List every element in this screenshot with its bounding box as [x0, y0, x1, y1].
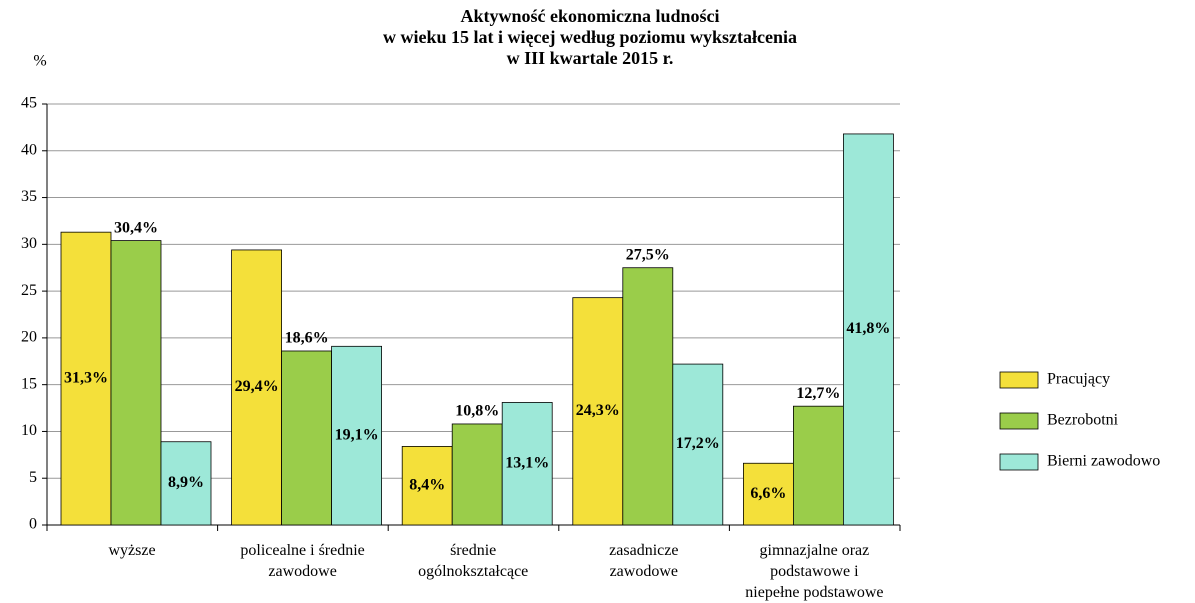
x-tick-label: wyższe	[108, 542, 156, 559]
legend-swatch	[999, 412, 1039, 430]
x-tick-label: średnie ogólnokształcące	[418, 542, 529, 580]
data-label: 24,3%	[576, 402, 620, 419]
y-tick-label: 25	[21, 282, 37, 299]
data-label: 18,6%	[285, 330, 329, 347]
y-tick-label: 40	[21, 141, 37, 158]
y-tick-label: 35	[21, 188, 37, 205]
x-tick-label: zasadnicze zawodowe	[609, 542, 679, 580]
bar	[793, 405, 844, 526]
y-tick-label: 0	[29, 516, 37, 533]
chart-title: Aktywność ekonomiczna ludności w wieku 1…	[383, 6, 797, 68]
bar	[451, 423, 503, 526]
y-tick-label: 15	[21, 375, 37, 392]
data-label: 8,4%	[409, 476, 445, 493]
legend-swatch	[999, 371, 1039, 389]
bar	[110, 240, 162, 526]
data-label: 12,7%	[796, 385, 840, 402]
bar	[60, 231, 112, 526]
legend-label: Pracujący	[1047, 371, 1110, 388]
data-label: 29,4%	[235, 378, 279, 395]
data-label: 30,4%	[114, 219, 158, 236]
bar	[281, 350, 333, 526]
legend-swatch	[999, 453, 1039, 471]
y-axis-label: %	[33, 53, 46, 70]
x-tick-label: policealne i średnie zawodowe	[240, 542, 365, 580]
bar	[672, 363, 724, 526]
bar	[501, 402, 553, 526]
data-label: 27,5%	[626, 246, 670, 263]
bar	[622, 267, 674, 526]
data-label: 10,8%	[455, 403, 499, 420]
y-tick-label: 45	[21, 95, 37, 112]
data-label: 17,2%	[676, 435, 720, 452]
y-tick-label: 30	[21, 235, 37, 252]
y-tick-label: 20	[21, 329, 37, 346]
data-label: 41,8%	[846, 320, 890, 337]
legend-label: Bierni zawodowo	[1047, 453, 1160, 470]
data-label: 31,3%	[64, 369, 108, 386]
data-label: 19,1%	[335, 426, 379, 443]
data-label: 6,6%	[750, 485, 786, 502]
y-tick-label: 5	[29, 469, 37, 486]
data-label: 8,9%	[168, 474, 204, 491]
legend-label: Bezrobotni	[1047, 412, 1119, 429]
y-tick-label: 10	[21, 422, 37, 439]
bar	[231, 249, 283, 526]
bar	[331, 345, 383, 526]
bar	[572, 297, 624, 526]
bar	[843, 133, 894, 526]
data-label: 13,1%	[505, 454, 549, 471]
x-tick-label: gimnazjalne oraz podstawowe i niepełne p…	[745, 542, 884, 601]
bar	[160, 441, 212, 526]
